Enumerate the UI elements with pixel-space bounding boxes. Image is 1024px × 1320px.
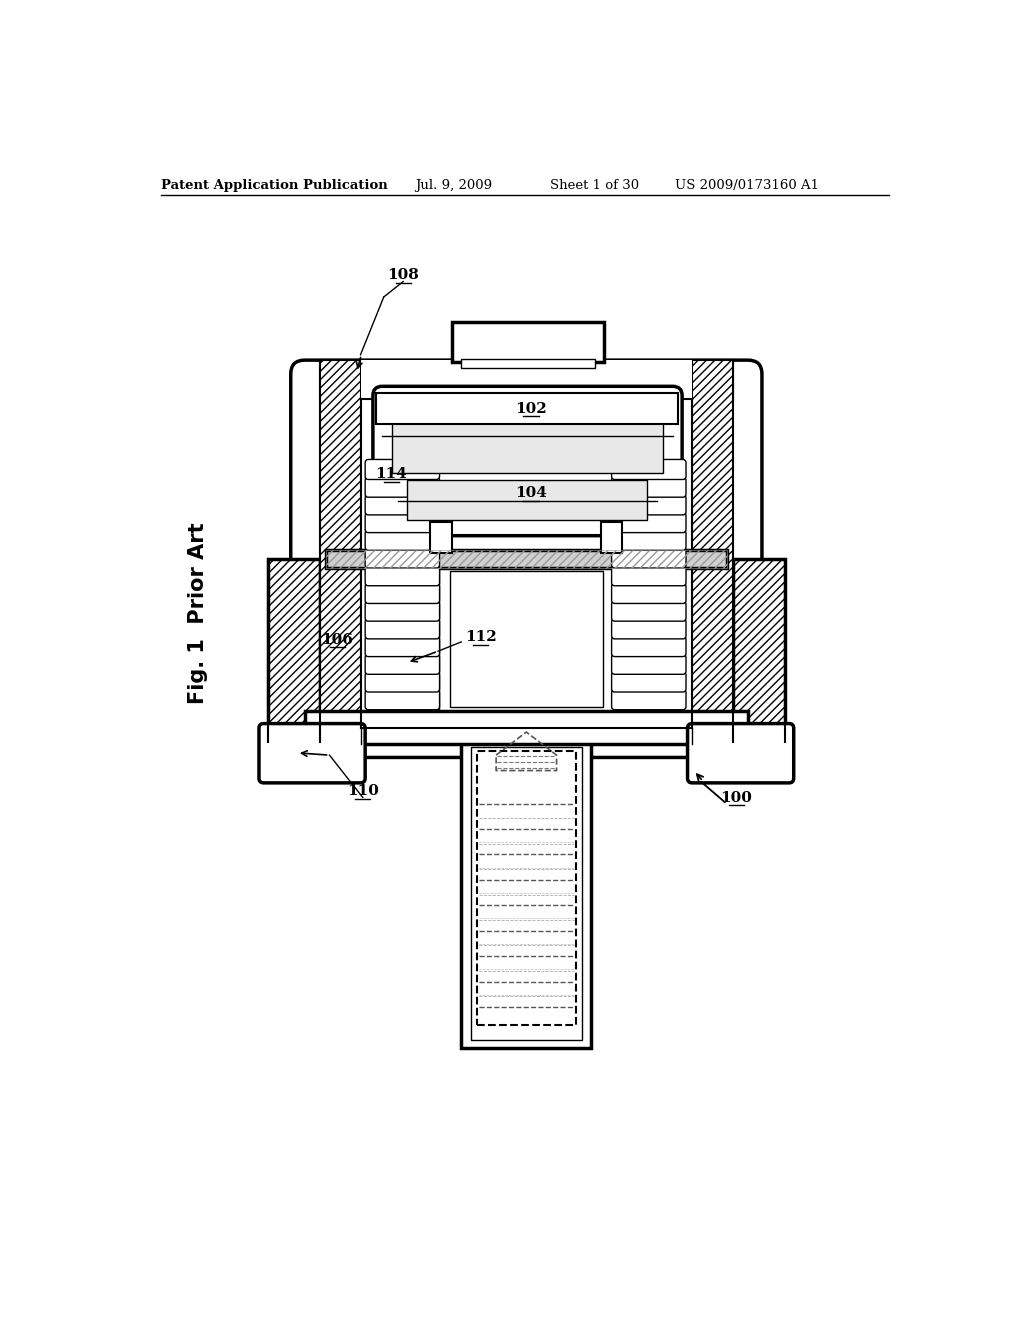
Bar (477, 751, 575, 1024)
FancyBboxPatch shape (611, 619, 686, 639)
FancyBboxPatch shape (373, 387, 682, 491)
FancyBboxPatch shape (611, 459, 686, 479)
FancyBboxPatch shape (366, 566, 439, 586)
FancyBboxPatch shape (366, 672, 439, 692)
Bar (263, 729, 360, 776)
Text: Patent Application Publication: Patent Application Publication (161, 180, 387, 193)
Bar (326, 549, 727, 568)
Text: US 2009/0173160 A1: US 2009/0173160 A1 (675, 180, 819, 193)
Bar (461, 359, 595, 368)
FancyBboxPatch shape (259, 723, 366, 783)
Bar (305, 711, 748, 743)
FancyBboxPatch shape (291, 360, 762, 758)
Bar (267, 558, 321, 742)
Text: Sheet 1 of 30: Sheet 1 of 30 (550, 180, 639, 193)
FancyBboxPatch shape (366, 583, 439, 603)
FancyBboxPatch shape (366, 512, 439, 533)
FancyBboxPatch shape (366, 459, 439, 479)
FancyBboxPatch shape (611, 583, 686, 603)
Bar (360, 360, 692, 729)
Text: 102: 102 (515, 401, 547, 416)
FancyBboxPatch shape (611, 689, 686, 710)
FancyBboxPatch shape (366, 636, 439, 656)
FancyBboxPatch shape (366, 495, 439, 515)
FancyBboxPatch shape (611, 548, 686, 568)
FancyBboxPatch shape (366, 655, 439, 675)
FancyBboxPatch shape (390, 462, 665, 536)
FancyBboxPatch shape (611, 478, 686, 498)
Bar (452, 322, 604, 363)
Text: 106: 106 (322, 632, 353, 647)
Bar (407, 480, 647, 520)
FancyBboxPatch shape (611, 672, 686, 692)
Bar (430, 521, 452, 553)
FancyBboxPatch shape (687, 723, 794, 783)
FancyBboxPatch shape (366, 601, 439, 622)
Text: 104: 104 (515, 486, 547, 500)
Bar (376, 405, 678, 466)
Bar (321, 360, 732, 399)
Bar (471, 747, 583, 1040)
Text: Fig. 1  Prior Art: Fig. 1 Prior Art (187, 521, 208, 704)
FancyBboxPatch shape (366, 689, 439, 710)
FancyBboxPatch shape (611, 531, 686, 550)
Bar (461, 739, 592, 1048)
FancyBboxPatch shape (611, 601, 686, 622)
Bar (732, 558, 785, 742)
Bar (326, 549, 727, 568)
Bar (692, 360, 732, 729)
Text: Jul. 9, 2009: Jul. 9, 2009 (415, 180, 492, 193)
FancyBboxPatch shape (611, 636, 686, 656)
FancyBboxPatch shape (611, 655, 686, 675)
Text: 110: 110 (347, 784, 379, 799)
Text: 108: 108 (387, 268, 419, 282)
Bar (376, 393, 678, 424)
FancyBboxPatch shape (611, 566, 686, 586)
Text: 100: 100 (721, 791, 753, 804)
Bar (450, 572, 603, 706)
FancyBboxPatch shape (611, 512, 686, 533)
Bar (321, 360, 360, 729)
FancyBboxPatch shape (611, 495, 686, 515)
Bar (601, 521, 623, 553)
FancyBboxPatch shape (366, 531, 439, 550)
FancyBboxPatch shape (366, 548, 439, 568)
Text: 114: 114 (376, 467, 408, 480)
Text: 112: 112 (465, 631, 497, 644)
FancyBboxPatch shape (366, 478, 439, 498)
FancyBboxPatch shape (366, 619, 439, 639)
Bar (391, 411, 663, 473)
Bar (438, 565, 614, 713)
